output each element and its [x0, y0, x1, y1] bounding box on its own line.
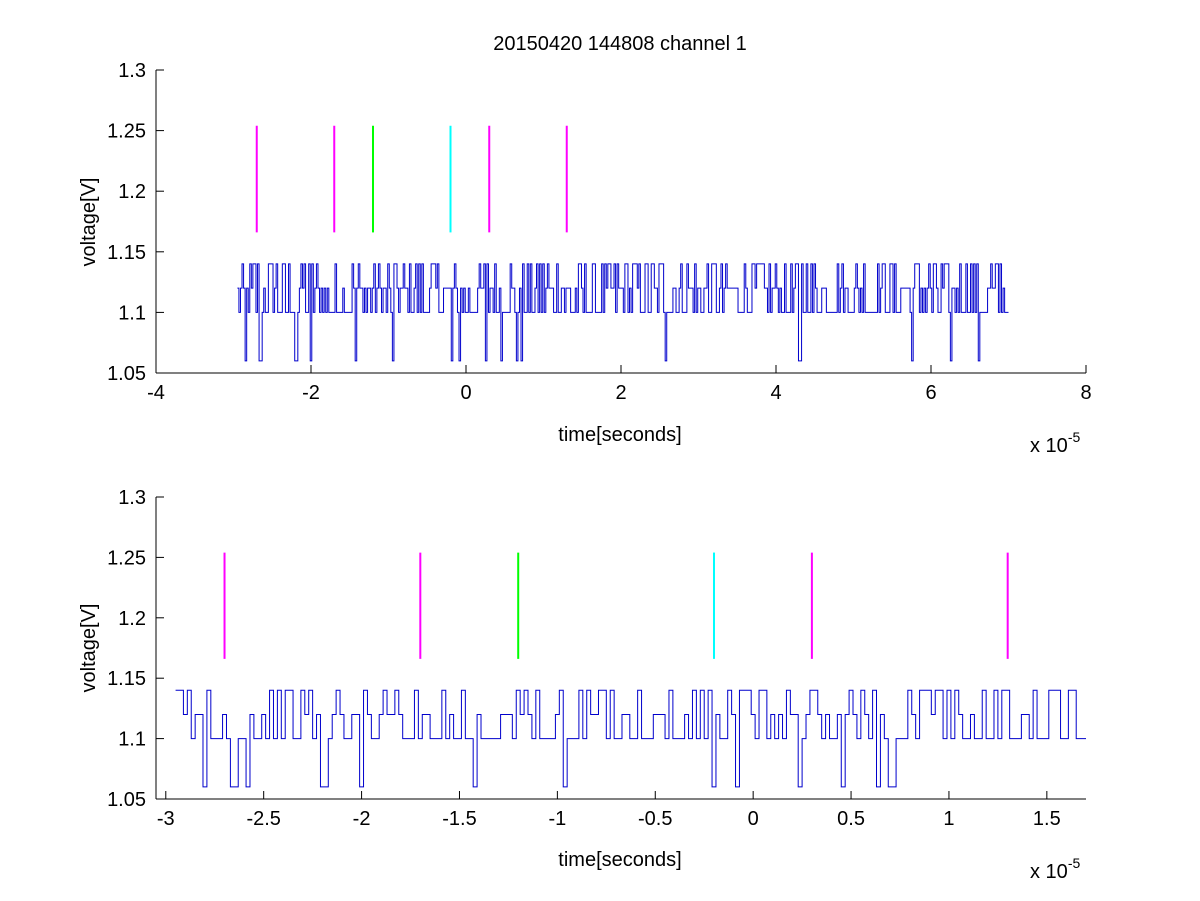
- plot-area-bottom: [175, 552, 1086, 788]
- axes-bottom: -3 -2.5 -2 -1.5 -1 -0.5 0 0.5 1 1.5 1.05 1.1 1.15 1.2…: [107, 487, 1086, 830]
- x-tick-label-bottom: -2.5: [246, 808, 280, 830]
- plot-area-top: [237, 125, 1009, 362]
- y-tick-label-top: 1.05: [107, 363, 146, 385]
- y-tick-label-top: 1.25: [107, 121, 146, 143]
- x-tick-label-top: 4: [770, 382, 781, 404]
- x-tick-label-top: -4: [147, 382, 165, 404]
- x-tick-label-bottom: 1.5: [1033, 808, 1061, 830]
- signal-trace-top: [237, 263, 1009, 362]
- axes-top: -4 -2 0 2 4 6 8 1.05 1.1 1.15 1.2 1.25 1.3: [107, 60, 1092, 404]
- x-tick-label-top: 2: [615, 382, 626, 404]
- x-tick-label-top: 8: [1080, 382, 1091, 404]
- x-axis-label-bottom: time[seconds]: [558, 849, 681, 871]
- x-exponent-power-top: -5: [1068, 429, 1081, 445]
- x-exponent-base-bottom: x 10: [1030, 861, 1068, 883]
- x-axis-label-top: time[seconds]: [558, 424, 681, 446]
- y-tick-label-top: 1.3: [118, 60, 146, 82]
- x-tick-label-bottom: -2: [353, 808, 371, 830]
- subplot-bottom: -3 -2.5 -2 -1.5 -1 -0.5 0 0.5 1 1.5 1.05 1.1 1.15 1.2…: [78, 487, 1086, 883]
- y-tick-label-bottom: 1.1: [118, 729, 146, 751]
- figure-title: 20150420 144808 channel 1: [493, 33, 747, 55]
- x-exponent-base-top: x 10: [1030, 435, 1068, 457]
- x-tick-label-top: 0: [460, 382, 471, 404]
- x-tick-label-top: 6: [925, 382, 936, 404]
- x-tick-label-bottom: 1: [943, 808, 954, 830]
- subplot-top: -4 -2 0 2 4 6 8 1.05 1.1 1.15 1.2 1.25 1.3 time[seco…: [78, 60, 1092, 457]
- y-tick-label-top: 1.2: [118, 181, 146, 203]
- y-axis-label-top: voltage[V]: [78, 178, 100, 267]
- x-exponent-top: x 10-5: [1030, 429, 1080, 457]
- x-tick-label-bottom: 0: [748, 808, 759, 830]
- x-tick-label-bottom: -1: [548, 808, 566, 830]
- x-tick-label-bottom: -0.5: [638, 808, 672, 830]
- x-tick-label-bottom: -3: [157, 808, 175, 830]
- y-tick-label-bottom: 1.15: [107, 668, 146, 690]
- x-tick-label-bottom: -1.5: [442, 808, 476, 830]
- y-tick-label-bottom: 1.2: [118, 608, 146, 630]
- x-tick-label-bottom: 0.5: [837, 808, 865, 830]
- y-tick-label-top: 1.15: [107, 242, 146, 264]
- y-tick-label-bottom: 1.3: [118, 487, 146, 509]
- x-exponent-power-bottom: -5: [1068, 855, 1081, 871]
- y-tick-label-bottom: 1.25: [107, 547, 146, 569]
- x-tick-label-top: -2: [302, 382, 320, 404]
- y-tick-label-bottom: 1.05: [107, 789, 146, 811]
- y-axis-label-bottom: voltage[V]: [78, 604, 100, 693]
- y-tick-label-top: 1.1: [118, 302, 146, 324]
- signal-trace-bottom: [175, 689, 1086, 788]
- x-exponent-bottom: x 10-5: [1030, 855, 1080, 883]
